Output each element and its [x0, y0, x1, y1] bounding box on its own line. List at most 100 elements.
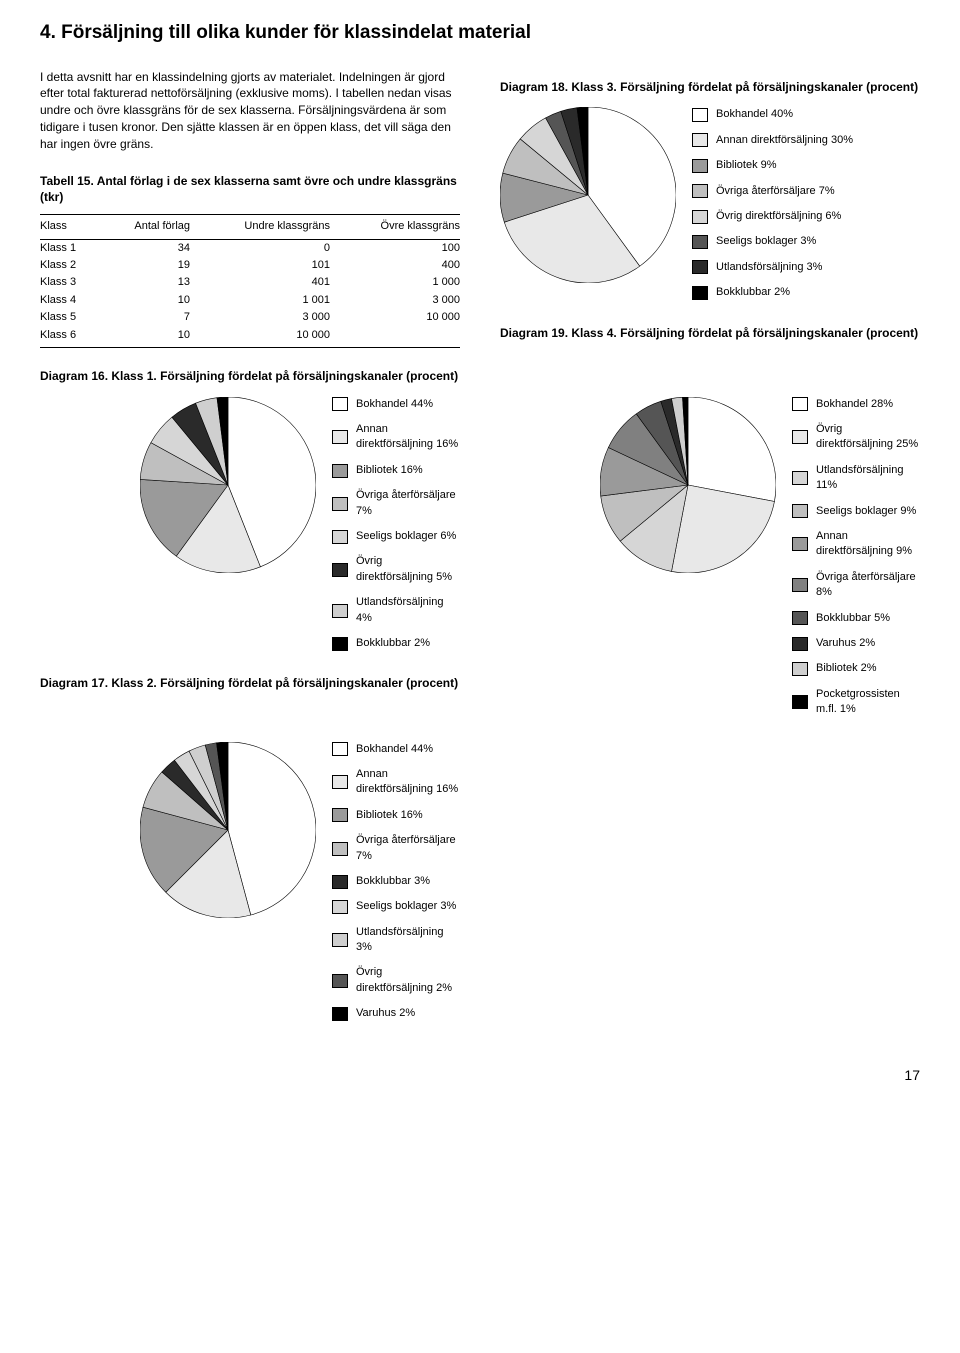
- table-row: Klass 573 00010 000: [40, 309, 460, 326]
- tabell15-h3: Övre klassgräns: [330, 215, 460, 239]
- diagram17-title: Diagram 17. Klass 2. Försäljning fördela…: [40, 675, 460, 692]
- tabell15-title: Tabell 15. Antal förlag i de sex klasser…: [40, 173, 460, 207]
- table-row: Klass 61010 000: [40, 327, 460, 348]
- legend-label: Seeligs boklager 3%: [356, 899, 456, 914]
- legend-item: Annan direktförsäljning 16%: [332, 422, 460, 453]
- table-cell: 3 000: [330, 292, 460, 309]
- table-cell: Klass 3: [40, 274, 99, 291]
- diagram16-legend: Bokhandel 44% Annan direktförsäljning 16%…: [332, 397, 460, 652]
- legend-item: Övrig direktförsäljning 25%: [792, 422, 920, 453]
- legend-label: Övrig direktförsäljning 5%: [356, 554, 460, 585]
- legend-label: Seeligs boklager 9%: [816, 504, 916, 519]
- table-cell: Klass 2: [40, 257, 99, 274]
- diagram19-chart: Bokhandel 28% Övrig direktförsäljning 25%…: [600, 397, 920, 718]
- legend-label: Utlandsförsäljning 4%: [356, 595, 460, 626]
- table-row: Klass 219101400: [40, 257, 460, 274]
- legend-label: Annan direktförsäljning 9%: [816, 529, 920, 560]
- legend-swatch: [692, 184, 708, 198]
- diagram19-title: Diagram 19. Klass 4. Försäljning fördela…: [500, 325, 920, 342]
- legend-swatch: [332, 974, 348, 988]
- page-number: 17: [40, 1066, 920, 1086]
- table-cell: 401: [190, 274, 330, 291]
- legend-item: Bokhandel 44%: [332, 397, 460, 412]
- lower-left: Bokhandel 44% Annan direktförsäljning 16%…: [40, 742, 460, 1046]
- table-cell: 10 000: [190, 327, 330, 348]
- legend-swatch: [332, 430, 348, 444]
- table-cell: 10: [99, 327, 190, 348]
- legend-item: Pocketgrossisten m.fl. 1%: [792, 687, 920, 718]
- legend-swatch: [332, 842, 348, 856]
- table-cell: Klass 4: [40, 292, 99, 309]
- table-cell: 10: [99, 292, 190, 309]
- legend-item: Övriga återförsäljare 8%: [792, 570, 920, 601]
- mid-left: Bokhandel 44% Annan direktförsäljning 16%…: [40, 397, 460, 742]
- legend-swatch: [792, 662, 808, 676]
- tabell15-h1: Antal förlag: [99, 215, 190, 239]
- tabell15-h2: Undre klassgräns: [190, 215, 330, 239]
- legend-swatch: [792, 397, 808, 411]
- legend-item: Bibliotek 16%: [332, 808, 460, 823]
- legend-label: Annan direktförsäljning 16%: [356, 422, 460, 453]
- legend-item: Övrig direktförsäljning 2%: [332, 965, 460, 996]
- legend-item: Bokhandel 44%: [332, 742, 460, 757]
- legend-swatch: [332, 464, 348, 478]
- upper-columns: I detta avsnitt har en klassindelning gj…: [40, 69, 920, 397]
- table-cell: 101: [190, 257, 330, 274]
- legend-label: Annan direktförsäljning 16%: [356, 767, 460, 798]
- legend-label: Utlandsförsäljning 3%: [356, 925, 460, 956]
- table-row: Klass 1340100: [40, 239, 460, 257]
- table-cell: 3 000: [190, 309, 330, 326]
- table-cell: 10 000: [330, 309, 460, 326]
- table-cell: [330, 327, 460, 348]
- pie-slice: [688, 397, 776, 501]
- legend-item: Seeligs boklager 3%: [332, 899, 460, 914]
- legend-swatch: [332, 497, 348, 511]
- legend-label: Bokklubbar 5%: [816, 611, 890, 626]
- legend-label: Bibliotek 16%: [356, 463, 423, 478]
- page-title: 4. Försäljning till olika kunder för kla…: [40, 20, 920, 47]
- legend-swatch: [792, 504, 808, 518]
- legend-item: Annan direktförsäljning 16%: [332, 767, 460, 798]
- table-cell: 400: [330, 257, 460, 274]
- legend-label: Övriga återförsäljare 8%: [816, 570, 920, 601]
- diagram17-chart: Bokhandel 44% Annan direktförsäljning 16%…: [140, 742, 460, 1022]
- legend-label: Övrig direktförsäljning 25%: [816, 422, 920, 453]
- legend-item: Utlandsförsäljning 3%: [332, 925, 460, 956]
- legend-label: Bokhandel 28%: [816, 397, 893, 412]
- legend-label: Utlandsförsäljning 11%: [816, 463, 920, 494]
- legend-item: Seeligs boklager 6%: [332, 529, 460, 544]
- legend-item: Bibliotek 9%: [692, 158, 853, 173]
- legend-item: Bokhandel 28%: [792, 397, 920, 412]
- legend-swatch: [332, 1007, 348, 1021]
- table-cell: 19: [99, 257, 190, 274]
- legend-item: Övrig direktförsäljning 6%: [692, 209, 853, 224]
- table-cell: Klass 1: [40, 239, 99, 257]
- table-cell: 1 000: [330, 274, 460, 291]
- legend-swatch: [332, 530, 348, 544]
- legend-label: Utlandsförsäljning 3%: [716, 260, 822, 275]
- legend-item: Bokklubbar 3%: [332, 874, 460, 889]
- legend-label: Annan direktförsäljning 30%: [716, 133, 853, 148]
- legend-label: Övriga återförsäljare 7%: [716, 184, 835, 199]
- legend-label: Bokhandel 44%: [356, 742, 433, 757]
- legend-item: Utlandsförsäljning 3%: [692, 260, 853, 275]
- legend-swatch: [792, 637, 808, 651]
- legend-label: Pocketgrossisten m.fl. 1%: [816, 687, 920, 718]
- legend-label: Seeligs boklager 6%: [356, 529, 456, 544]
- legend-item: Bokhandel 40%: [692, 107, 853, 122]
- legend-item: Övriga återförsäljare 7%: [692, 184, 853, 199]
- diagram16-chart: Bokhandel 44% Annan direktförsäljning 16%…: [140, 397, 460, 652]
- table-cell: 34: [99, 239, 190, 257]
- mid-right: Bokhandel 28% Övrig direktförsäljning 25%…: [500, 397, 920, 742]
- mid-columns: Bokhandel 44% Annan direktförsäljning 16%…: [40, 397, 920, 742]
- legend-swatch: [692, 235, 708, 249]
- legend-label: Övrig direktförsäljning 2%: [356, 965, 460, 996]
- legend-swatch: [332, 563, 348, 577]
- legend-swatch: [332, 808, 348, 822]
- legend-label: Bibliotek 9%: [716, 158, 777, 173]
- legend-item: Bibliotek 16%: [332, 463, 460, 478]
- legend-label: Bibliotek 2%: [816, 661, 877, 676]
- diagram19-legend: Bokhandel 28% Övrig direktförsäljning 25%…: [792, 397, 920, 718]
- diagram16-title: Diagram 16. Klass 1. Försäljning fördela…: [40, 368, 460, 385]
- table-cell: 13: [99, 274, 190, 291]
